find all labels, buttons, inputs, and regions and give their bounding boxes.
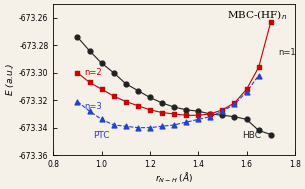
Point (75, 71, 80, 74)
Point (148, 96, 152, 99)
Point (87, 49, 92, 52)
Point (111, 71, 116, 74)
Point (196, 114, 201, 117)
Point (160, 125, 164, 128)
Point (148, 108, 152, 111)
X-axis label: $r_{N-H}$ $(\AA)$: $r_{N-H}$ $(\AA)$ (155, 170, 193, 185)
Point (123, 100, 128, 103)
Text: MBC-(HF)$_n$: MBC-(HF)$_n$ (228, 9, 288, 22)
Point (196, 110, 201, 113)
Point (135, 126, 140, 129)
Point (123, 125, 128, 128)
Point (123, 82, 128, 85)
Point (148, 126, 152, 129)
Point (256, 66, 261, 69)
Point (220, 114, 225, 117)
Point (232, 101, 237, 105)
Point (135, 89, 140, 92)
Text: n=1: n=1 (278, 48, 296, 57)
Point (111, 123, 116, 126)
Point (268, 20, 273, 23)
Point (111, 94, 116, 98)
Point (208, 112, 213, 115)
Point (87, 81, 92, 84)
Point (184, 121, 188, 124)
Point (99, 88, 104, 91)
Point (256, 74, 261, 77)
Point (135, 104, 140, 107)
Point (172, 123, 177, 126)
Point (244, 88, 249, 91)
Point (160, 101, 164, 105)
Y-axis label: $E$ (a.u.): $E$ (a.u.) (4, 63, 16, 96)
Point (244, 91, 249, 94)
Point (208, 112, 213, 115)
Point (75, 36, 80, 39)
Point (268, 133, 273, 136)
Point (184, 114, 188, 117)
Point (99, 118, 104, 121)
Point (75, 100, 80, 103)
Point (232, 115, 237, 118)
Point (87, 110, 92, 113)
Text: n=3: n=3 (85, 102, 102, 111)
Point (208, 115, 213, 118)
Point (232, 103, 237, 106)
Point (220, 108, 225, 111)
Point (184, 108, 188, 111)
Text: n=2: n=2 (85, 67, 102, 77)
Point (244, 118, 249, 121)
Point (172, 105, 177, 108)
Point (172, 112, 177, 115)
Point (160, 111, 164, 114)
Point (196, 118, 201, 121)
Point (256, 129, 261, 132)
Point (220, 110, 225, 113)
Text: HBC: HBC (242, 131, 261, 140)
Text: PTC: PTC (93, 131, 110, 140)
Point (99, 62, 104, 65)
